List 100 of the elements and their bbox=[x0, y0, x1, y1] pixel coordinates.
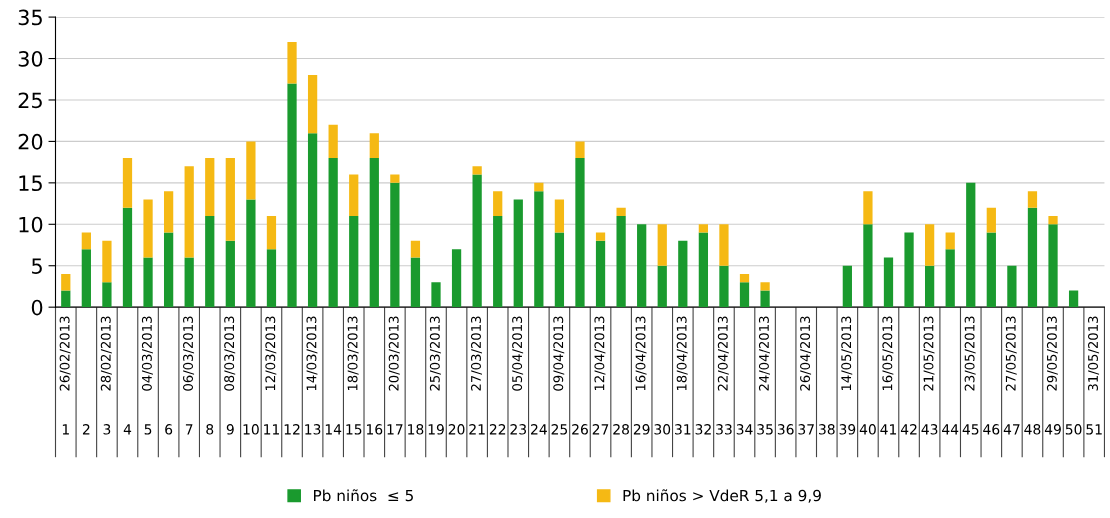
bar bbox=[760, 282, 770, 291]
bar bbox=[554, 199, 565, 233]
x2-tick-label: 45 bbox=[962, 424, 979, 435]
bar bbox=[287, 41, 297, 84]
x2-tick-label: 15 bbox=[346, 424, 362, 435]
x-tick-label: 12/04/2013 bbox=[594, 316, 606, 391]
bar bbox=[657, 265, 667, 308]
bar bbox=[205, 157, 215, 217]
x2-tick-label: 42 bbox=[900, 424, 917, 435]
bar bbox=[1068, 290, 1079, 308]
bar bbox=[575, 157, 585, 308]
x-tick-label: 09/04/2013 bbox=[553, 316, 565, 391]
x2-tick-label: 20 bbox=[448, 424, 465, 435]
bar bbox=[328, 157, 338, 308]
legend-label: Pb niños ≤ 5 bbox=[314, 489, 413, 502]
bar bbox=[595, 240, 606, 308]
x-tick-label: 27/05/2013 bbox=[1005, 316, 1017, 391]
x2-tick-label: 12 bbox=[284, 424, 300, 435]
bar bbox=[493, 216, 503, 308]
x2-tick-label: 43 bbox=[921, 424, 938, 435]
bar bbox=[102, 282, 112, 308]
x-tick-label: 22/04/2013 bbox=[717, 316, 729, 391]
x2-tick-label: 31 bbox=[675, 424, 691, 435]
x2-tick-label: 13 bbox=[305, 424, 321, 435]
x2-tick-label: 25 bbox=[551, 424, 568, 435]
x-tick-label: 20/03/2013 bbox=[388, 316, 400, 391]
x2-tick-label: 24 bbox=[531, 424, 547, 435]
bar bbox=[369, 157, 379, 308]
x-tick-label: 05/04/2013 bbox=[512, 316, 524, 391]
x-tick-label: 14/03/2013 bbox=[306, 316, 318, 391]
bar bbox=[307, 133, 318, 308]
x2-tick-label: 2 bbox=[82, 424, 90, 435]
x-tick-label: 26/02/2013 bbox=[59, 316, 71, 391]
bar bbox=[1027, 191, 1038, 208]
bar bbox=[307, 75, 318, 134]
x2-tick-label: 33 bbox=[716, 424, 732, 435]
bar bbox=[883, 257, 894, 308]
bar bbox=[102, 240, 112, 283]
bar bbox=[863, 224, 873, 308]
x2-tick-label: 4 bbox=[123, 424, 132, 435]
x2-tick-label: 10 bbox=[243, 424, 259, 435]
bar bbox=[225, 240, 235, 308]
x2-tick-label: 19 bbox=[428, 424, 444, 435]
bar bbox=[842, 265, 852, 308]
x2-tick-label: 21 bbox=[469, 424, 485, 435]
bar bbox=[143, 199, 153, 258]
x2-tick-label: 5 bbox=[144, 424, 152, 435]
bar bbox=[163, 191, 174, 233]
bar bbox=[493, 191, 503, 217]
bar bbox=[369, 133, 379, 158]
x2-tick-label: 38 bbox=[819, 424, 835, 435]
bar bbox=[122, 157, 133, 208]
bar bbox=[595, 232, 606, 241]
x2-tick-label: 28 bbox=[613, 424, 629, 435]
y-tick-label: 15 bbox=[19, 175, 42, 192]
x-tick-label: 16/05/2013 bbox=[882, 316, 894, 391]
x-tick-label: 08/03/2013 bbox=[224, 316, 236, 391]
x-tick-label: 21/05/2013 bbox=[923, 316, 935, 391]
bar bbox=[81, 249, 91, 308]
bar bbox=[287, 83, 297, 308]
x2-tick-label: 46 bbox=[983, 424, 1000, 435]
bar bbox=[246, 199, 256, 308]
legend-label: Pb niños > VdeR 5,1 a 9,9 bbox=[623, 489, 821, 503]
bar bbox=[739, 274, 750, 283]
bar bbox=[986, 207, 996, 233]
bar bbox=[1048, 216, 1058, 225]
x-tick-label: 31/05/2013 bbox=[1088, 316, 1100, 391]
x2-tick-label: 35 bbox=[757, 424, 773, 435]
y-tick-label: 0 bbox=[31, 299, 43, 316]
bar bbox=[904, 232, 914, 308]
x-tick-label: 23/05/2013 bbox=[964, 316, 976, 391]
bar bbox=[246, 141, 256, 200]
bar bbox=[349, 216, 359, 308]
bar bbox=[925, 265, 935, 308]
x-tick-label: 16/04/2013 bbox=[635, 316, 647, 391]
x-tick-label: 24/04/2013 bbox=[758, 316, 770, 391]
bar bbox=[966, 182, 976, 308]
bar bbox=[451, 249, 462, 308]
bar bbox=[410, 240, 421, 258]
x2-tick-label: 41 bbox=[880, 424, 897, 435]
x2-tick-label: 26 bbox=[572, 424, 588, 435]
x-tick-label: 28/02/2013 bbox=[100, 316, 112, 391]
x2-tick-label: 36 bbox=[777, 424, 794, 435]
bar bbox=[390, 174, 400, 183]
bar bbox=[472, 174, 482, 308]
bar bbox=[986, 232, 996, 308]
bar bbox=[349, 174, 359, 217]
x2-tick-label: 18 bbox=[408, 424, 424, 435]
x2-tick-label: 34 bbox=[736, 424, 753, 435]
x2-tick-label: 40 bbox=[859, 424, 876, 435]
x2-tick-label: 50 bbox=[1065, 424, 1082, 435]
y-tick-label: 20 bbox=[18, 133, 43, 150]
y-tick-label: 5 bbox=[32, 258, 42, 274]
x-tick-label: 12/03/2013 bbox=[265, 316, 277, 391]
x2-tick-label: 37 bbox=[798, 424, 814, 435]
bar bbox=[266, 249, 277, 308]
x2-tick-label: 9 bbox=[226, 424, 234, 435]
x-tick-label: 25/03/2013 bbox=[429, 316, 441, 391]
bar bbox=[61, 290, 71, 308]
x2-tick-label: 32 bbox=[695, 424, 711, 435]
